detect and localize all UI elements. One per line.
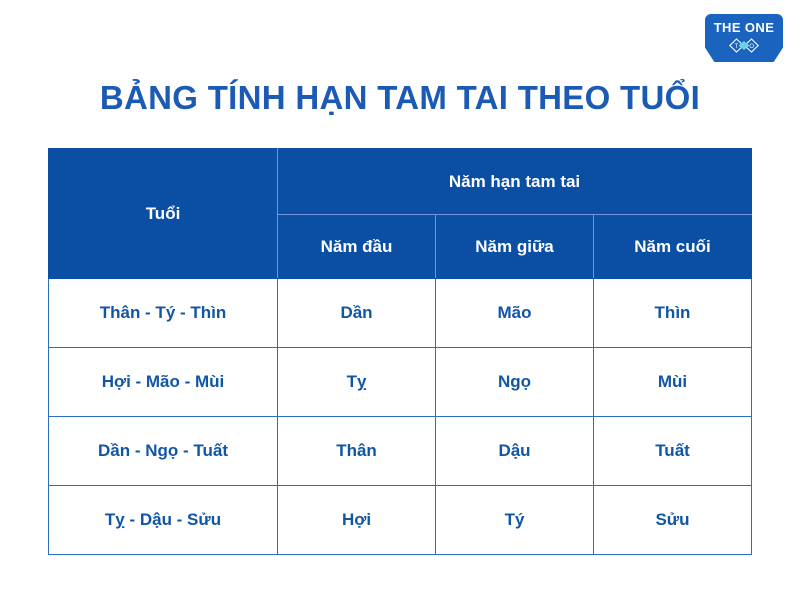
cell-year-last: Thìn [593, 278, 752, 348]
header-cell-nam-cuoi: Năm cuối [593, 214, 752, 279]
cell-age-group: Thân - Tý - Thìn [48, 278, 278, 348]
logo-wordmark: THE ONE [713, 20, 775, 35]
cell-year-last: Sửu [593, 485, 752, 555]
table-row: Tỵ - Dậu - Sửu Hợi Tý Sửu [48, 485, 752, 555]
cell-age-group: Hợi - Mão - Mùi [48, 347, 278, 417]
table-header: Tuổi Năm hạn tam tai Năm đầu Năm giữa Nă… [48, 148, 752, 279]
cell-year-middle: Dậu [435, 416, 594, 486]
cell-age-group: Dần - Ngọ - Tuất [48, 416, 278, 486]
cell-year-last: Tuất [593, 416, 752, 486]
cell-year-middle: Mão [435, 278, 594, 348]
table-header-row-2: Năm đầu Năm giữa Năm cuối [49, 214, 752, 279]
header-cell-tuoi: Tuổi [48, 148, 278, 279]
cell-age-group: Tỵ - Dậu - Sửu [48, 485, 278, 555]
tam-tai-table-container: Tuổi Năm hạn tam tai Năm đầu Năm giữa Nă… [48, 148, 752, 555]
svg-text:O: O [749, 44, 754, 50]
cell-year-middle: Ngọ [435, 347, 594, 417]
svg-text:T: T [734, 44, 738, 50]
cell-year-first: Dần [277, 278, 436, 348]
tam-tai-table: Tuổi Năm hạn tam tai Năm đầu Năm giữa Nă… [48, 148, 752, 555]
table-body: Thân - Tý - Thìn Dần Mão Thìn Hợi - Mão … [48, 278, 752, 555]
cell-year-first: Thân [277, 416, 436, 486]
table-row: Thân - Tý - Thìn Dần Mão Thìn [48, 278, 752, 348]
table-header-row-1: Tuổi Năm hạn tam tai [48, 148, 752, 279]
table-row: Hợi - Mão - Mùi Tỵ Ngọ Mùi [48, 347, 752, 417]
logo-diamond-emblem: T O [729, 38, 759, 53]
logo-shield-shape [705, 14, 783, 62]
cell-year-middle: Tý [435, 485, 594, 555]
page-title: BẢNG TÍNH HẠN TAM TAI THEO TUỔI [99, 79, 701, 116]
brand-logo: THE ONE T O [705, 14, 783, 62]
header-cell-nam-dau: Năm đầu [277, 214, 436, 279]
header-cell-nam-giua: Năm giữa [435, 214, 594, 279]
cell-year-last: Mùi [593, 347, 752, 417]
cell-year-first: Tỵ [277, 347, 436, 417]
header-cell-nam-han-tam-tai: Năm hạn tam tai [277, 148, 752, 215]
table-row: Dần - Ngọ - Tuất Thân Dậu Tuất [48, 416, 752, 486]
cell-year-first: Hợi [277, 485, 436, 555]
